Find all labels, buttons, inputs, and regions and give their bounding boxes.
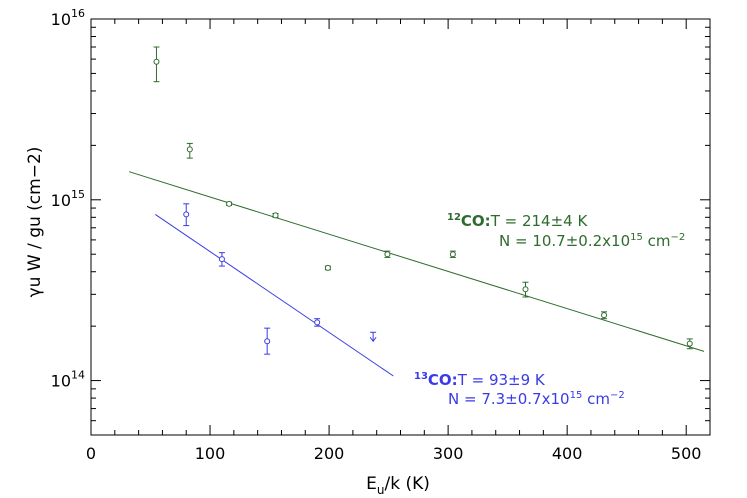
co12-unit: cm: [643, 232, 671, 250]
co12-species: CO:: [461, 212, 491, 230]
data-point-13co: [218, 256, 225, 263]
co12-sup: 12: [447, 212, 461, 223]
x-axis-title-rest: /k (K): [384, 474, 429, 494]
co13-unit-exp: −2: [610, 390, 625, 401]
y-tick-label-base: 10: [51, 372, 71, 391]
y-axis-title: γu W / gu (cm−2): [25, 147, 45, 298]
x-tick-label: 200: [314, 444, 345, 463]
fit-lines: [128, 171, 705, 377]
data-point-12co: [686, 340, 693, 347]
fit-line-12co: [128, 171, 705, 352]
data-point-13co: [314, 319, 321, 326]
data-point-12co: [384, 251, 391, 258]
co13-annotation-line2: N = 7.3±0.7x1015 cm−2: [448, 390, 625, 408]
co12-annotation-line2: N = 10.7±0.2x1015 cm−2: [499, 232, 685, 250]
data-point-13co: [264, 338, 271, 345]
co13-sup: 13: [414, 371, 428, 382]
plot-frame: [90, 18, 711, 436]
co13-unit: cm: [582, 390, 610, 408]
y-tick-label: 1016: [51, 7, 85, 29]
co13-annotation-line1: 13CO:T = 93±9 K: [414, 371, 546, 389]
co12-column-density: N = 10.7±0.2x10: [499, 232, 630, 250]
co12-column-exp: 15: [630, 232, 643, 243]
data-point-12co: [601, 312, 608, 319]
y-tick-label-exponent: 16: [71, 7, 85, 20]
y-tick-label: 1014: [51, 369, 85, 391]
data-point-12co: [153, 58, 160, 65]
x-tick-label: 500: [671, 444, 702, 463]
y-tick-label-exponent: 15: [71, 188, 85, 201]
x-tick-label: 300: [433, 444, 464, 463]
co12-unit-exp: −2: [671, 232, 686, 243]
upper-limit-arrow-13co: [369, 336, 377, 343]
co13-column-density: N = 7.3±0.7x10: [448, 390, 570, 408]
y-tick-label-base: 10: [51, 191, 71, 210]
data-point-12co: [324, 264, 331, 271]
x-axis-title-sub: u: [377, 483, 385, 497]
co12-temperature: T = 214±4 K: [490, 212, 589, 230]
fit-line-13co: [154, 214, 394, 377]
data-point-12co: [226, 200, 233, 207]
co13-column-exp: 15: [570, 390, 583, 401]
x-axis-title: Eu/k (K): [366, 474, 430, 497]
y-tick-label: 1015: [51, 188, 85, 210]
x-tick-label: 0: [86, 444, 96, 463]
co12-annotation-line1: 12CO:T = 214±4 K: [447, 212, 588, 230]
data-points: [153, 46, 693, 355]
x-tick-label: 100: [195, 444, 226, 463]
data-point-12co: [449, 251, 456, 258]
y-tick-label-exponent: 14: [71, 369, 85, 382]
x-tick-label: 400: [552, 444, 583, 463]
data-point-12co: [522, 286, 529, 293]
x-axis-title-main: E: [366, 474, 377, 494]
data-point-13co: [183, 211, 190, 218]
co13-temperature: T = 93±9 K: [457, 371, 546, 389]
data-point-12co: [186, 146, 193, 153]
y-tick-label-base: 10: [51, 10, 71, 29]
data-point-12co: [272, 212, 279, 219]
co13-species: CO:: [428, 371, 458, 389]
